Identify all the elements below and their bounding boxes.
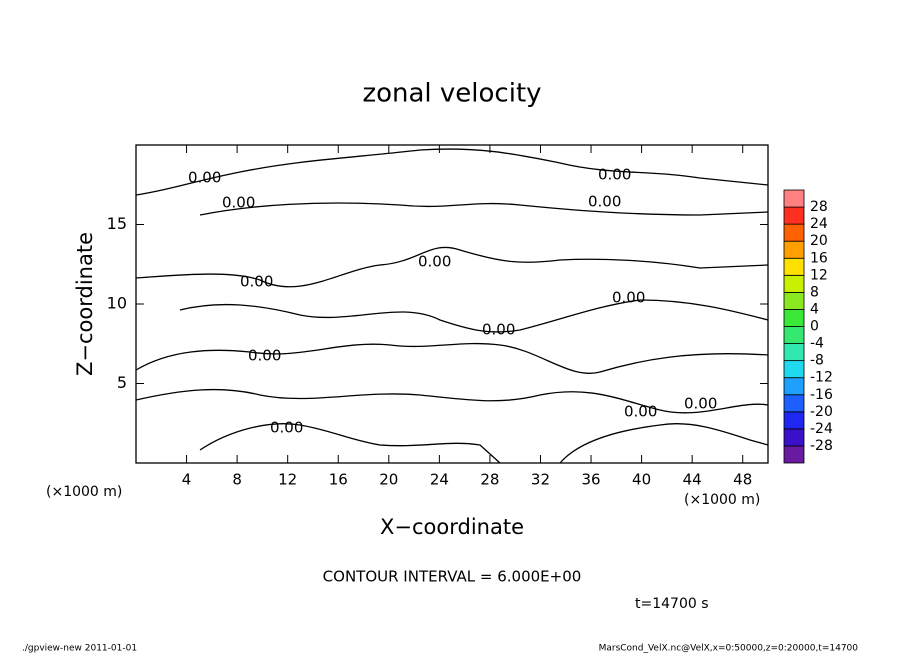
colorbar-label: 28 [810, 199, 828, 215]
footer-left: ./gpview-new 2011-01-01 [22, 644, 137, 654]
contour-label: 0.00 [222, 194, 255, 212]
contour-line [135, 388, 769, 414]
colorbar-label: 8 [810, 284, 819, 300]
colorbar-box [783, 240, 805, 259]
x-tick-label: 48 [733, 471, 752, 489]
contour-label: 0.00 [624, 403, 657, 421]
y-tick-label: 15 [107, 214, 127, 233]
contour-label: 0.00 [270, 419, 303, 437]
x-tick-label: 20 [379, 471, 398, 489]
contour-labels: 0.00 0.00 0.00 0.00 0.00 0.00 0.00 0.00 … [188, 166, 717, 437]
colorbar-box [783, 343, 805, 362]
x-tick-label: 8 [232, 471, 242, 489]
contour-label: 0.00 [482, 321, 515, 339]
x-tick-label: 44 [683, 471, 702, 489]
colorbar-box [783, 445, 805, 464]
contour-line [199, 423, 501, 464]
colorbar-box [783, 360, 805, 379]
colorbar-label: 16 [810, 250, 828, 266]
x-tick-label: 16 [329, 471, 348, 489]
colorbar-label: -28 [810, 438, 833, 454]
contour-line [135, 342, 769, 374]
y-tick-label: 10 [107, 294, 127, 313]
colorbar-box [783, 326, 805, 344]
contour-line [135, 246, 769, 288]
x-unit-label: (×1000 m) [46, 484, 122, 500]
colorbar-label: 4 [810, 301, 819, 317]
colorbar-box [783, 206, 805, 225]
colorbar-label: -12 [810, 370, 833, 386]
contour-line [135, 148, 769, 196]
colorbar-label: 0 [810, 319, 819, 335]
x-tick-label: 28 [480, 471, 499, 489]
contour-lines [135, 148, 769, 464]
x-axis-label: X−coordinate [380, 515, 524, 539]
colorbar-box [783, 377, 805, 396]
contour-interval: CONTOUR INTERVAL = 6.000E+00 [323, 568, 582, 586]
time-label: t=14700 s [635, 596, 709, 612]
y-axis-label: Z−coordinate [73, 232, 97, 376]
x-tick-label: 32 [531, 471, 550, 489]
contour-label: 0.00 [598, 166, 631, 184]
contour-line [199, 202, 769, 216]
colorbar-box [783, 189, 805, 208]
x-tick-label: 40 [632, 471, 651, 489]
colorbar-label: 20 [810, 233, 828, 249]
contour-label: 0.00 [684, 395, 717, 413]
colorbar-box [783, 411, 805, 430]
colorbar-label: -8 [810, 353, 824, 369]
x-tick-label: 24 [430, 471, 449, 489]
contour-label: 0.00 [240, 273, 273, 291]
contour-label: 0.00 [588, 193, 621, 211]
colorbar-box [783, 274, 805, 293]
colorbar-box [783, 223, 805, 242]
contour-label: 0.00 [612, 289, 645, 307]
contour-label: 0.00 [188, 169, 221, 187]
x-tick-label: 4 [182, 471, 192, 489]
footer-right: MarsCond_VelX.nc@VelX,x=0:50000,z=0:2000… [599, 644, 859, 654]
colorbar-box [783, 309, 805, 327]
colorbar-label: 24 [810, 216, 828, 232]
colorbar-box [783, 257, 805, 276]
colorbar-label: 12 [810, 267, 828, 283]
y-tick-label: 5 [117, 373, 127, 392]
colorbar-box [783, 291, 805, 310]
colorbar-box [783, 394, 805, 413]
contour-label: 0.00 [418, 253, 451, 271]
colorbar-box [783, 428, 805, 447]
colorbar-label: -24 [810, 421, 833, 437]
chart-title: zonal velocity [362, 79, 541, 109]
colorbar-label: -4 [810, 336, 824, 352]
contour-line [179, 299, 769, 333]
colorbar-label: -20 [810, 404, 833, 420]
colorbar-label: -16 [810, 387, 833, 403]
contour-label: 0.00 [248, 347, 281, 365]
x-unit-label: (×1000 m) [684, 492, 760, 508]
contour-line [559, 423, 769, 464]
x-tick-label: 12 [278, 471, 297, 489]
x-tick-label: 36 [581, 471, 600, 489]
